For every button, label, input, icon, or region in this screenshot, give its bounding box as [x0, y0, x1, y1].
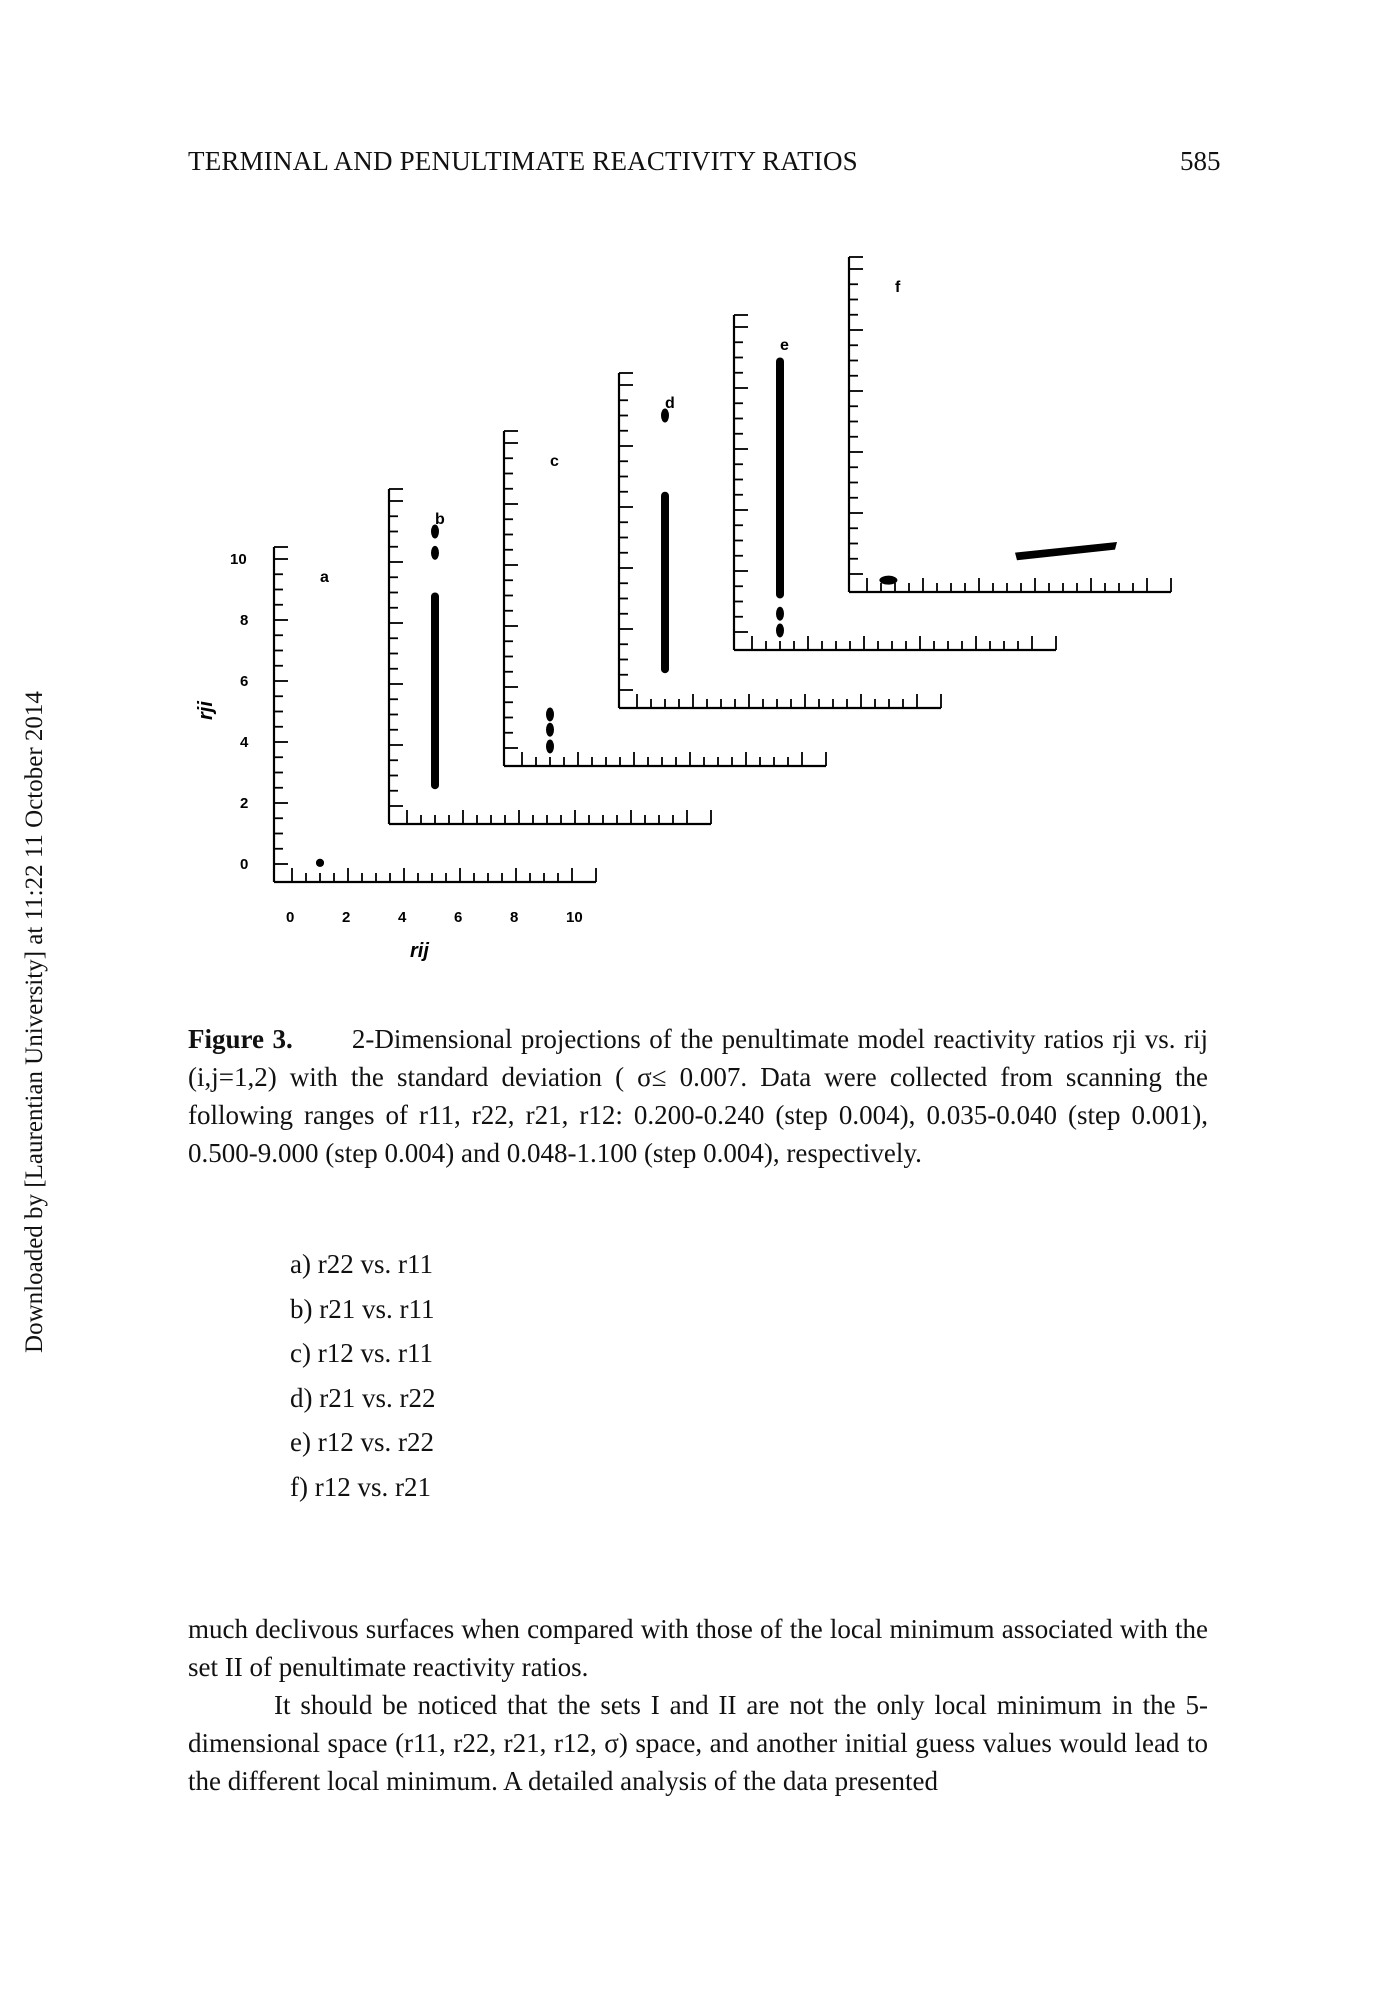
- y-tick-label: 0: [240, 856, 248, 873]
- projection-item: d) r21 vs. r22: [290, 1382, 436, 1413]
- page-number: 585: [1180, 146, 1221, 176]
- projection-item: f) r12 vs. r21: [290, 1471, 431, 1502]
- projection-item: e) r12 vs. r22: [290, 1427, 434, 1457]
- x-axis-label: rij: [410, 940, 429, 962]
- y-tick-label: 2: [240, 795, 248, 812]
- data-cluster: [1015, 541, 1117, 561]
- panel-e: [732, 314, 1057, 652]
- data-point: [879, 575, 898, 585]
- data-band: [661, 491, 669, 674]
- data-point: [661, 408, 669, 423]
- panel-label: e: [780, 337, 789, 354]
- x-tick-label: 10: [566, 909, 583, 926]
- panel-f: [847, 256, 1172, 594]
- caption-label: Figure 3.: [188, 1024, 293, 1054]
- data-point: [431, 545, 439, 560]
- panel-c: [502, 430, 827, 768]
- data-point: [546, 739, 554, 754]
- panel-b: [387, 488, 712, 826]
- panel-a: [272, 546, 597, 884]
- y-tick-label: 4: [240, 734, 249, 751]
- data-point: [431, 524, 439, 539]
- data-band: [776, 357, 784, 599]
- x-tick-label: 6: [454, 909, 462, 926]
- data-point: [546, 707, 554, 722]
- x-tick-label: 8: [510, 909, 518, 926]
- panel-d: [617, 372, 942, 710]
- y-axis-label: rji: [195, 701, 217, 720]
- x-tick-label: 4: [398, 909, 407, 926]
- panel-label: a: [320, 569, 329, 586]
- data-point: [776, 623, 784, 638]
- caption-text: 2-Dimensional projections of the penulti…: [188, 1024, 1209, 1168]
- body-text: much declivous surfaces when compared wi…: [188, 1610, 1208, 1800]
- paragraph: much declivous surfaces when compared wi…: [188, 1614, 1208, 1682]
- projection-item: c) r12 vs. r11: [290, 1338, 433, 1368]
- y-tick-label: 10: [230, 551, 247, 568]
- panel-label: c: [550, 453, 559, 470]
- panel-label: f: [895, 279, 901, 296]
- projection-list: a) r22 vs. r11 b) r21 vs. r11 c) r12 vs.…: [290, 1242, 435, 1509]
- paragraph: It should be noticed that the sets I and…: [188, 1690, 1208, 1796]
- projection-item: b) r21 vs. r11: [290, 1293, 435, 1324]
- y-tick-label: 8: [240, 612, 248, 629]
- x-tick-label: 0: [286, 909, 294, 926]
- figure-caption: Figure 3. 2-Dimensional projections of t…: [188, 1020, 1208, 1172]
- panel-label: b: [435, 511, 445, 528]
- data-point: [776, 606, 784, 621]
- projection-item: a) r22 vs. r11: [290, 1249, 433, 1279]
- x-tick-label: 2: [342, 909, 350, 926]
- panel-label: d: [665, 395, 675, 412]
- data-point: [546, 722, 554, 737]
- figure-3-chart: a b c d e f 0 2 4 6 8 10 0 2 4 6 8 10 rij rji: [195, 256, 1172, 962]
- data-band: [431, 592, 439, 790]
- data-point: [316, 858, 324, 867]
- y-tick-label: 6: [240, 673, 248, 690]
- running-header-title: TERMINAL AND PENULTIMATE REACTIVITY RATI…: [188, 146, 858, 176]
